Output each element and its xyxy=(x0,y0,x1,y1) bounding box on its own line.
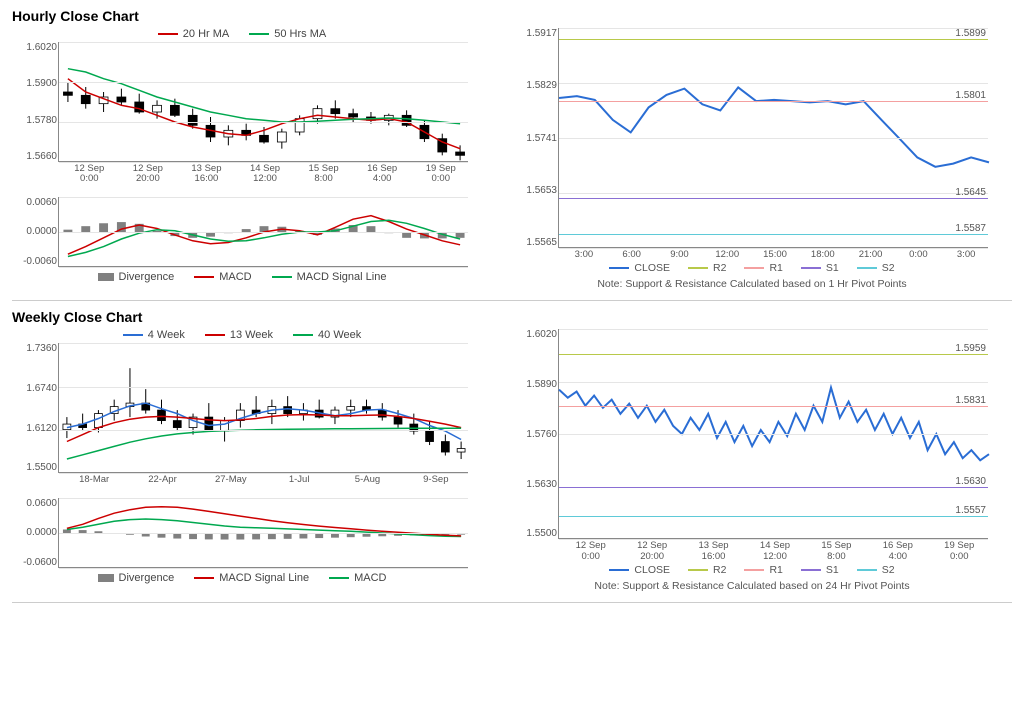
hourly-sr-note: Note: Support & Resistance Calculated ba… xyxy=(512,278,992,290)
hourly-price-chart: 1.60201.59001.57801.5660 xyxy=(58,42,468,162)
weekly-price-chart: 1.73601.67401.61201.5500 xyxy=(58,343,468,473)
weekly-macd-chart: 0.06000.0000-0.0600 xyxy=(58,498,468,568)
hourly-macd-chart: 0.00600.0000-0.0060 xyxy=(58,197,468,267)
weekly-sr-xaxis: 12 Sep 0:0012 Sep 20:0013 Sep 16:0014 Se… xyxy=(558,541,992,562)
section-divider xyxy=(12,300,1012,301)
hourly-macd-legend: DivergenceMACDMACD Signal Line xyxy=(12,271,472,283)
hourly-sr-legend: CLOSER2R1S1S2 xyxy=(512,262,992,274)
weekly-title: Weekly Close Chart xyxy=(12,309,1012,325)
weekly-sr-chart: 1.60201.58901.57601.56301.55001.59591.58… xyxy=(558,329,988,539)
hourly-price-xaxis: 12 Sep 0:0012 Sep 20:0013 Sep 16:0014 Se… xyxy=(58,164,472,185)
weekly-sr-legend: CLOSER2R1S1S2 xyxy=(512,564,992,576)
hourly-title: Hourly Close Chart xyxy=(12,8,1012,24)
weekly-sr-note: Note: Support & Resistance Calculated ba… xyxy=(512,580,992,592)
hourly-section: Hourly Close Chart 20 Hr MA50 Hrs MA 1.6… xyxy=(12,8,1012,290)
hourly-sr-chart: 1.59171.58291.57411.56531.55651.58991.58… xyxy=(558,28,988,248)
hourly-price-legend: 20 Hr MA50 Hrs MA xyxy=(12,28,472,40)
weekly-section: Weekly Close Chart 4 Week13 Week40 Week … xyxy=(12,309,1012,592)
hourly-sr-xaxis: 3:006:009:0012:0015:0018:0021:000:003:00 xyxy=(558,250,992,260)
weekly-price-xaxis: 18-Mar22-Apr27-May1-Jul5-Aug9-Sep xyxy=(58,475,472,485)
bottom-divider xyxy=(12,602,1012,603)
weekly-macd-legend: DivergenceMACD Signal LineMACD xyxy=(12,572,472,584)
weekly-price-legend: 4 Week13 Week40 Week xyxy=(12,329,472,341)
